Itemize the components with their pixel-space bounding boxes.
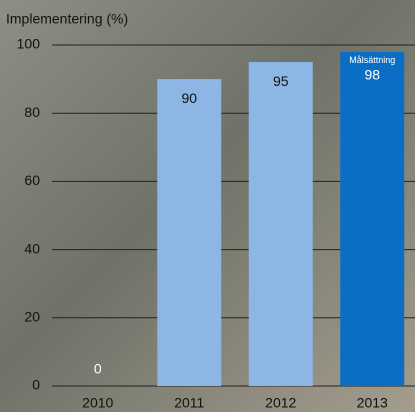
y-tick-label: 20 (24, 309, 40, 325)
y-tick-label: 60 (24, 172, 40, 188)
value-label: 98 (364, 67, 380, 83)
x-tick-label: 2010 (82, 395, 113, 411)
bar (157, 79, 221, 386)
annotation: Målsättning (349, 55, 395, 65)
chart-title: Implementering (%) (6, 11, 128, 27)
chart: Implementering (%) 0 20 40 60 80 100 2010 0 2011… (0, 0, 415, 412)
y-tick-label: 0 (32, 377, 40, 393)
x-tick-label: 2013 (357, 395, 388, 411)
x-tick-label: 2012 (265, 395, 296, 411)
value-label: 95 (273, 73, 289, 89)
y-tick-label: 100 (17, 36, 41, 52)
bar (249, 62, 313, 386)
y-tick-label: 80 (24, 104, 40, 120)
bar (340, 52, 404, 386)
value-label: 0 (94, 361, 102, 377)
y-tick-label: 40 (24, 240, 40, 256)
x-tick-label: 2011 (174, 395, 204, 411)
value-label: 90 (181, 90, 197, 106)
